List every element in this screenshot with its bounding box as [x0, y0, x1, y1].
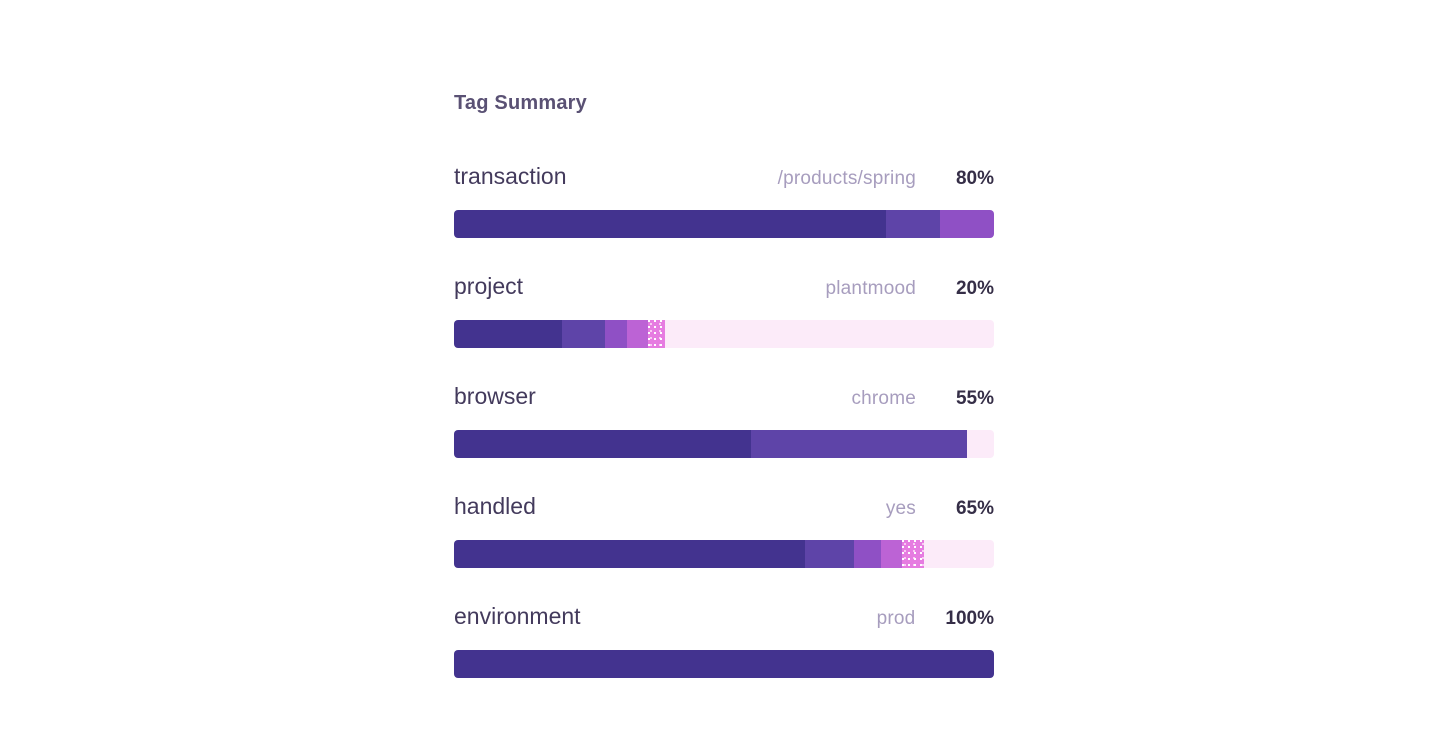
- tag-top-value: yes: [885, 498, 916, 519]
- tag-row-header: environment prod 100%: [454, 602, 994, 633]
- tag-bar-segment[interactable]: [626, 320, 649, 348]
- tag-percent: 55%: [955, 388, 994, 409]
- tag-bar-segment[interactable]: [664, 320, 994, 348]
- tag-bar-segment[interactable]: [454, 650, 994, 678]
- tag-bar-segment[interactable]: [751, 430, 967, 458]
- tag-bar-segment[interactable]: [902, 540, 924, 568]
- tag-percent: 65%: [955, 498, 994, 519]
- tag-bar-segment[interactable]: [805, 540, 854, 568]
- tag-distribution-bar[interactable]: [454, 540, 994, 568]
- tag-bar-segment[interactable]: [967, 430, 994, 458]
- tag-name: browser: [454, 383, 536, 409]
- tag-bar-segment[interactable]: [853, 540, 881, 568]
- tag-distribution-bar[interactable]: [454, 210, 994, 238]
- panel-title: Tag Summary: [454, 92, 587, 114]
- tag-row-browser: browser chrome 55%: [454, 382, 994, 458]
- tag-bar-segment[interactable]: [454, 430, 751, 458]
- tag-row-environment: environment prod 100%: [454, 602, 994, 678]
- tag-percent: 20%: [955, 278, 994, 299]
- tag-row-header: handled yes 65%: [454, 492, 994, 523]
- tag-distribution-bar[interactable]: [454, 430, 994, 458]
- tag-name: project: [454, 273, 524, 299]
- tag-bar-segment[interactable]: [880, 540, 903, 568]
- tag-summary-panel: Tag Summary transaction /products/spring…: [454, 92, 994, 712]
- tag-name: transaction: [454, 163, 567, 189]
- tag-row-header: project plantmood 20%: [454, 272, 994, 303]
- tag-row-header: transaction /products/spring 80%: [454, 162, 994, 193]
- tag-bar-segment[interactable]: [562, 320, 606, 348]
- tag-bar-segment[interactable]: [940, 210, 994, 238]
- tag-distribution-bar[interactable]: [454, 320, 994, 348]
- tag-bar-segment[interactable]: [923, 540, 994, 568]
- tag-name: environment: [454, 603, 581, 629]
- tag-percent: 100%: [945, 608, 994, 629]
- tag-bar-segment[interactable]: [886, 210, 940, 238]
- tag-top-value: chrome: [851, 388, 916, 409]
- tag-row-handled: handled yes 65%: [454, 492, 994, 568]
- tag-bar-segment[interactable]: [454, 540, 805, 568]
- tag-row-transaction: transaction /products/spring 80%: [454, 162, 994, 238]
- tag-top-value: prod: [876, 608, 916, 629]
- tag-bar-segment[interactable]: [454, 320, 562, 348]
- tag-top-value: /products/spring: [777, 168, 916, 189]
- tag-percent: 80%: [955, 168, 994, 189]
- tag-row-header: browser chrome 55%: [454, 382, 994, 413]
- tag-top-value: plantmood: [825, 278, 916, 299]
- tag-bar-segment[interactable]: [605, 320, 627, 348]
- tag-bar-segment[interactable]: [454, 210, 886, 238]
- tag-name: handled: [454, 493, 536, 519]
- tag-bar-segment[interactable]: [648, 320, 665, 348]
- tag-distribution-bar[interactable]: [454, 650, 994, 678]
- tag-row-project: project plantmood 20%: [454, 272, 994, 348]
